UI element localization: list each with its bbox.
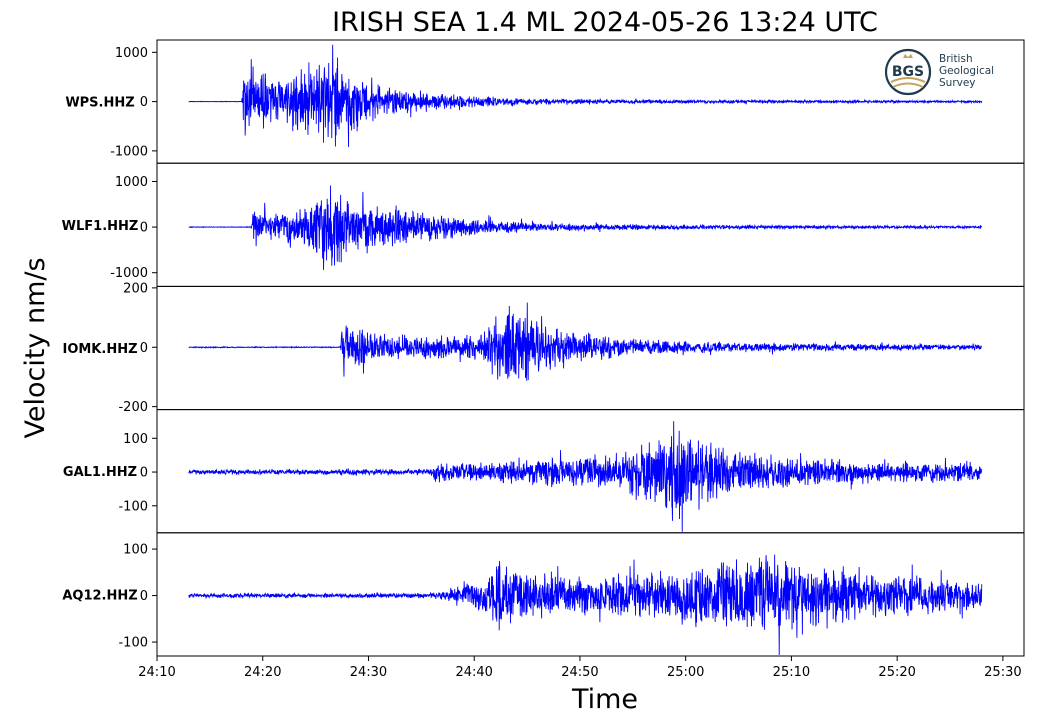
y-tick-label: 100 bbox=[123, 432, 148, 447]
y-tick-label: -100 bbox=[118, 499, 148, 514]
panel-frame bbox=[156, 532, 1025, 657]
panel-wps-hhz: 1000 0 -1000 WPS.HHZ bbox=[65, 39, 1025, 164]
panel-wlf1-hhz: 1000 0 -1000 WLF1.HHZ bbox=[62, 162, 1025, 287]
y-tick-label: 0 bbox=[140, 589, 148, 604]
y-tick-label: -100 bbox=[118, 636, 148, 651]
waveform-trace bbox=[188, 44, 983, 147]
logo-wave-2 bbox=[892, 82, 924, 88]
bgs-logo: BGS British Geological Survey bbox=[884, 48, 994, 96]
waveform-trace bbox=[188, 302, 983, 381]
y-tick-label: 0 bbox=[140, 466, 148, 481]
x-axis-label: Time bbox=[571, 684, 638, 715]
y-tick-label: 0 bbox=[140, 221, 148, 236]
panel-aq12-hhz: 100 0 -100 AQ12.HHZ bbox=[62, 532, 1025, 657]
panel-stack: 10000-1000WPS.HHZ10000-1000WLF1.HHZ2000-… bbox=[62, 39, 1025, 657]
station-label: AQ12.HHZ bbox=[62, 588, 137, 603]
x-tick-label: 24:30 bbox=[350, 665, 387, 680]
x-axis: 24:10 24:20 24:30 24:40 24:50 25:00 25:10 25:20… bbox=[138, 656, 1022, 680]
y-tick-label: -200 bbox=[118, 400, 148, 415]
waveform-trace bbox=[188, 554, 983, 656]
logo-ring bbox=[884, 48, 932, 96]
y-tick-label: 0 bbox=[140, 341, 148, 356]
panel-iomk-hhz: 200 0 -200 IOMK.HHZ bbox=[62, 281, 1025, 415]
y-tick-label: 200 bbox=[123, 281, 148, 296]
crown-icon bbox=[903, 54, 913, 58]
y-tick-label: -1000 bbox=[110, 266, 148, 281]
chart-title: IRISH SEA 1.4 ML 2024-05-26 13:24 UTC bbox=[332, 7, 878, 38]
x-tick-label: 24:40 bbox=[455, 665, 492, 680]
y-tick-label: 0 bbox=[140, 95, 148, 110]
y-tick-label: 1000 bbox=[115, 175, 148, 190]
waveform-trace bbox=[188, 185, 983, 270]
x-tick-label: 24:10 bbox=[138, 665, 175, 680]
y-axis-label: Velocity nm/s bbox=[20, 257, 51, 438]
logo-line-1: British bbox=[939, 53, 973, 65]
station-label: GAL1.HHZ bbox=[63, 465, 137, 480]
y-tick-label: 1000 bbox=[115, 46, 148, 61]
x-tick-label: 24:50 bbox=[561, 665, 598, 680]
station-label: WPS.HHZ bbox=[65, 96, 134, 111]
x-tick-label: 25:20 bbox=[878, 665, 915, 680]
logo-line-3: Survey bbox=[939, 77, 976, 89]
x-tick-label: 24:20 bbox=[244, 665, 281, 680]
logo-initials: BGS bbox=[892, 64, 924, 80]
y-tick-label: 100 bbox=[123, 543, 148, 558]
x-tick-label: 25:10 bbox=[773, 665, 810, 680]
panel-gal1-hhz: 100 0 -100 GAL1.HHZ bbox=[63, 409, 1025, 534]
x-tick-label: 25:30 bbox=[984, 665, 1021, 680]
station-label: WLF1.HHZ bbox=[62, 219, 139, 234]
logo-wave-1 bbox=[890, 77, 926, 83]
x-tick-label: 25:00 bbox=[667, 665, 704, 680]
waveform-trace bbox=[188, 421, 983, 532]
logo-line-2: Geological bbox=[939, 65, 994, 77]
y-tick-label: -1000 bbox=[110, 144, 148, 159]
station-label: IOMK.HHZ bbox=[62, 342, 137, 357]
